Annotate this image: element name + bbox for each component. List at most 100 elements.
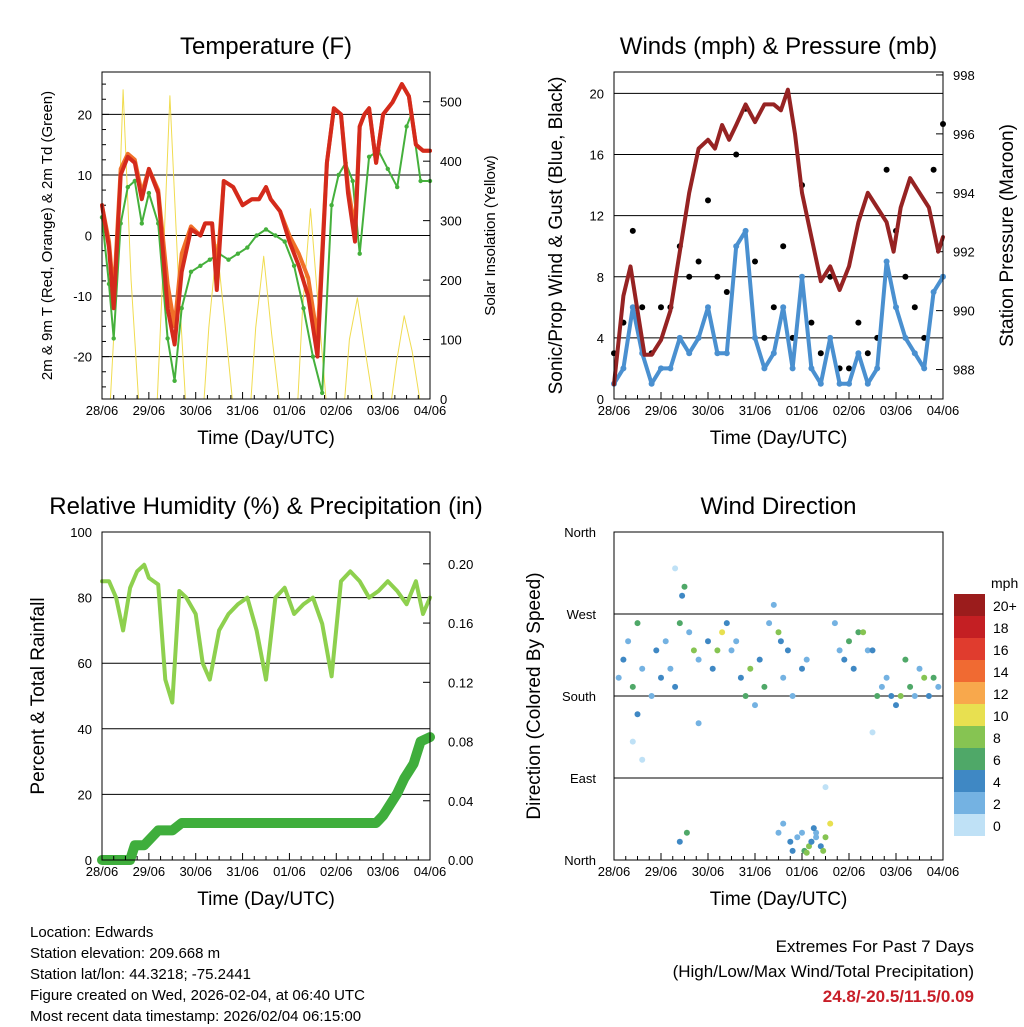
wind-speed-point [893,304,899,311]
direction-point [911,693,918,699]
y2-tick-label: 0.20 [448,557,473,572]
y2-tick-label: 990 [953,304,975,319]
direction-point [770,601,777,608]
wind-speed-point [686,350,693,357]
direction-point [822,784,829,791]
wind-speed-point [658,365,664,372]
y2-tick-label: 500 [440,95,462,110]
x-tick-label: 02/06 [320,864,353,879]
direction-point [780,674,787,681]
y2-tick-label: 0.04 [448,794,473,809]
wind-speed-point [629,304,636,311]
direction-point [878,683,885,690]
direction-point [777,638,784,645]
speed-legend: mph 20+ 18 16 14 12 10 8 6 4 2 0 [954,575,1018,836]
legend-swatch [954,660,985,682]
y-tick-label: 0 [85,853,92,868]
x-tick-label: 01/06 [273,864,306,879]
x-tick-label: 02/06 [833,403,866,418]
direction-point [883,674,890,681]
direction-point [775,629,782,636]
x-axis-label: Time (Day/UTC) [710,889,848,910]
direction-point [648,693,655,699]
y-tick-label: South [562,689,596,704]
direction-point [683,829,690,836]
wind-speed-point [846,380,852,387]
direction-point [860,629,867,636]
direction-point [789,693,796,699]
direction-point [714,647,721,654]
x-tick-label: 29/06 [133,403,166,418]
direction-point [789,847,796,854]
direction-point [827,820,834,827]
gust-point [808,319,815,326]
chart-title: Winds (mph) & Pressure (mb) [620,33,937,60]
direction-point [813,834,820,841]
wind-speed-point [752,334,758,341]
wind-speed-point [620,365,627,372]
y2-tick-label: 0.00 [448,853,473,868]
wind-speed-point [799,273,805,280]
x-tick-label: 30/06 [179,864,212,879]
direction-point [639,756,646,763]
direction-point [869,729,876,736]
direction-point [930,674,937,681]
direction-point [874,693,881,699]
recent-timestamp: Most recent data timestamp: 2026/02/04 0… [30,1008,362,1025]
wind-speed-point [921,365,928,372]
x-tick-label: 03/06 [880,864,913,879]
gust-point [770,304,777,311]
direction-point [733,638,740,645]
gust-point [686,273,693,280]
legend-label: 16 [993,642,1009,658]
y-axis-label: Sonic/Prop Wind & Gust (Blue, Black) [546,77,567,395]
chart-title: Wind Direction [700,493,856,520]
legend-label: 2 [993,796,1001,812]
direction-point [658,674,664,681]
gust-point [817,350,824,357]
y2-axis-label: Solar Insolation (Yellow) [482,155,499,315]
wind-speed-point [733,243,740,250]
direction-point [709,665,716,672]
x-tick-label: 01/06 [786,403,819,418]
wind-speed-point [770,350,777,357]
direction-point [672,683,679,690]
direction-point [803,656,810,663]
x-tick-label: 31/06 [226,864,259,879]
y2-tick-label: 996 [953,127,975,142]
direction-point [639,665,646,672]
direction-point [728,647,735,654]
gust-point [752,258,758,265]
gust-point [855,319,862,326]
gust-point [733,151,740,158]
legend-swatch [954,638,985,660]
x-tick-label: 28/06 [86,864,119,879]
y-tick-label: 0 [85,229,92,244]
pressure-line [612,87,945,387]
direction-point [869,647,876,654]
legend-swatch [954,616,985,638]
wind-speed-point [667,365,674,372]
y-axis-label: 2m & 9m T (Red, Orange) & 2m Td (Green) [39,91,56,380]
gust-point [658,304,664,311]
extremes-title: Extremes For Past 7 Days [775,937,974,956]
direction-point [775,829,782,836]
direction-point [806,843,812,850]
wind-speed-point [902,334,909,341]
wind-speed-point [836,380,843,387]
extremes-box: Extremes For Past 7 Days (High/Low/Max W… [673,934,974,1009]
x-tick-label: 02/06 [320,403,353,418]
direction-point [813,829,820,836]
direction-point [615,674,622,681]
wind-speed-point [723,350,730,357]
x-axis-label: Time (Day/UTC) [197,428,335,449]
direction-point [747,665,754,672]
x-tick-label: 04/06 [927,403,960,418]
humidity-line [100,562,432,705]
wind-speed-point [864,380,871,387]
legend-label: 0 [993,818,1001,834]
wind-speed-point [742,227,749,234]
y-tick-label: -10 [73,289,92,304]
chart-title: Temperature (F) [180,33,352,60]
